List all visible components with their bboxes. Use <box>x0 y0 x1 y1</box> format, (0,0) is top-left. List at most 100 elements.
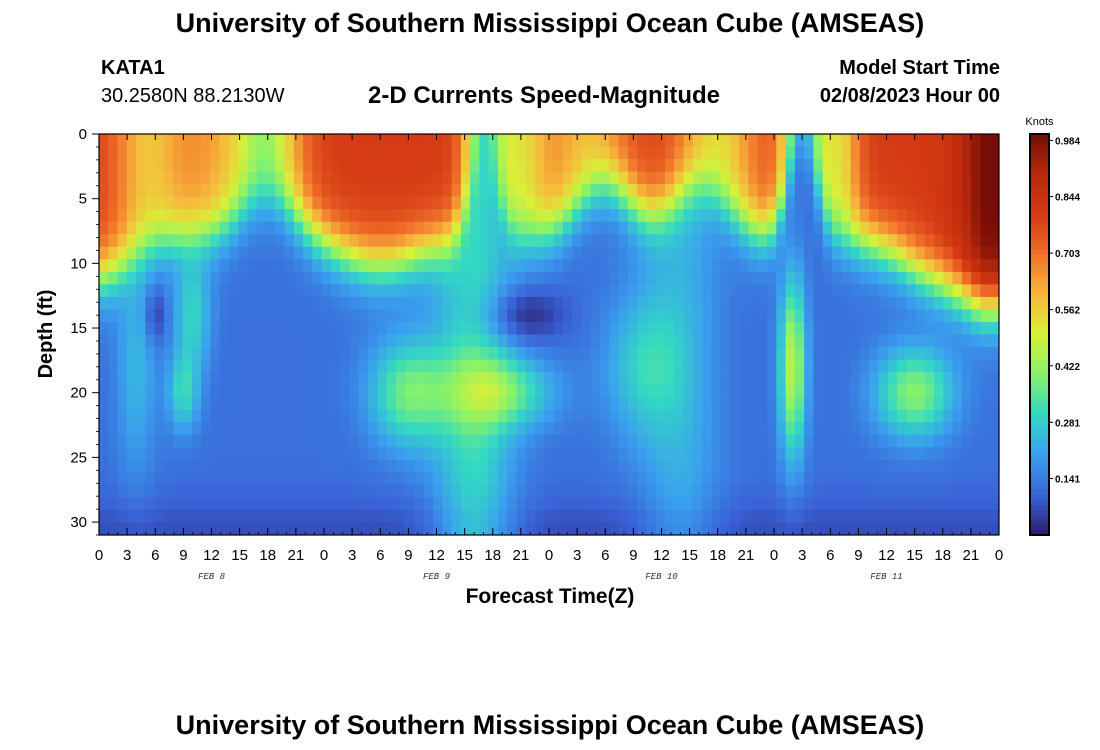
colorbar-segment <box>1030 429 1049 436</box>
heatmap-cell <box>878 484 889 499</box>
heatmap-cell <box>303 271 313 285</box>
heatmap-cell <box>117 259 128 273</box>
heatmap-cell <box>442 209 453 223</box>
heatmap-cell <box>785 459 796 473</box>
heatmap-cell <box>915 184 926 198</box>
heatmap-cell <box>117 522 128 535</box>
colorbar-segment <box>1030 254 1049 260</box>
heatmap-cell <box>284 159 295 173</box>
heatmap-cell <box>804 284 815 298</box>
heatmap-cell <box>303 321 313 336</box>
heatmap-cell <box>330 447 341 461</box>
heatmap-cell <box>776 347 787 361</box>
heatmap-cell <box>562 134 573 148</box>
heatmap-cell <box>303 171 313 185</box>
heatmap-cell <box>163 472 174 486</box>
colorbar-segment <box>1030 474 1049 481</box>
heatmap-cell <box>739 159 750 173</box>
heatmap-cell <box>312 459 323 473</box>
heatmap-cell <box>544 372 555 386</box>
heatmap-cell <box>943 359 954 373</box>
heatmap-cell <box>145 509 156 524</box>
heatmap-cell <box>154 196 165 210</box>
heatmap-cell <box>479 409 490 423</box>
heatmap-cell <box>349 209 360 223</box>
heatmap-cell <box>368 472 378 486</box>
heatmap-cell <box>627 259 638 273</box>
heatmap-cell <box>219 372 230 386</box>
heatmap-cell <box>442 472 453 486</box>
heatmap-cell <box>590 472 601 486</box>
heatmap-cell <box>145 434 156 448</box>
heatmap-cell <box>340 509 351 524</box>
heatmap-cell <box>516 372 527 386</box>
heatmap-cell <box>562 522 573 535</box>
heatmap-cell <box>943 472 954 486</box>
heatmap-cell <box>479 196 490 210</box>
heatmap-cell <box>748 334 759 348</box>
heatmap-cell <box>971 409 982 423</box>
heatmap-cell <box>201 334 211 348</box>
heatmap-cell <box>739 196 750 210</box>
heatmap-cell <box>934 447 944 461</box>
heatmap-cell <box>961 259 972 273</box>
heatmap-cell <box>266 497 276 511</box>
heatmap-cell <box>201 234 211 248</box>
heatmap-cell <box>117 209 128 223</box>
heatmap-cell <box>525 284 536 298</box>
heatmap-cell <box>312 259 323 273</box>
heatmap-cell <box>163 159 174 173</box>
heatmap-cell <box>720 497 731 511</box>
heatmap-cell <box>470 334 481 348</box>
heatmap-cell <box>488 372 499 386</box>
heatmap-cell <box>859 221 870 235</box>
heatmap-cell <box>479 221 490 235</box>
heatmap-cell <box>349 171 360 185</box>
heatmap-cell <box>117 484 128 499</box>
heatmap-cell <box>507 397 518 411</box>
heatmap-cell <box>711 296 722 311</box>
heatmap-cell <box>739 171 750 185</box>
heatmap-cell <box>674 459 685 473</box>
heatmap-cell <box>275 321 286 336</box>
heatmap-cell <box>163 497 174 511</box>
x-tick-label: 18 <box>484 547 501 564</box>
heatmap-cell <box>275 259 286 273</box>
heatmap-cell <box>664 409 675 423</box>
heatmap-cell <box>238 184 249 198</box>
heatmap-cell <box>952 234 963 248</box>
heatmap-cell <box>358 184 369 198</box>
heatmap-cell <box>442 447 453 461</box>
heatmap-cell <box>841 234 852 248</box>
heatmap-cell <box>831 221 842 235</box>
heatmap-cell <box>627 184 638 198</box>
heatmap-cell <box>219 434 230 448</box>
heatmap-cell <box>275 372 286 386</box>
heatmap-cell <box>961 372 972 386</box>
heatmap-cell <box>442 409 453 423</box>
heatmap-cell <box>896 472 907 486</box>
heatmap-cell <box>433 459 443 473</box>
heatmap-cell <box>173 347 184 361</box>
heatmap-cell <box>247 347 258 361</box>
heatmap-cell <box>581 509 592 524</box>
heatmap-cell <box>915 409 926 423</box>
heatmap-cell <box>266 284 276 298</box>
heatmap-cell <box>655 184 666 198</box>
heatmap-cell <box>460 484 471 499</box>
heatmap-cell <box>414 484 425 499</box>
heatmap-cell <box>841 359 852 373</box>
heatmap-cell <box>303 509 313 524</box>
heatmap-cell <box>488 271 499 285</box>
heatmap-cell <box>711 134 722 148</box>
heatmap-cell <box>600 146 610 160</box>
heatmap-cell <box>154 522 165 535</box>
heatmap-cell <box>748 309 759 323</box>
heatmap-cell <box>971 509 982 524</box>
heatmap-cell <box>655 372 666 386</box>
heatmap-cell <box>692 497 703 511</box>
heatmap-cell <box>989 284 999 298</box>
heatmap-cell <box>553 134 564 148</box>
heatmap-cell <box>850 234 861 248</box>
heatmap-cell <box>99 221 109 235</box>
